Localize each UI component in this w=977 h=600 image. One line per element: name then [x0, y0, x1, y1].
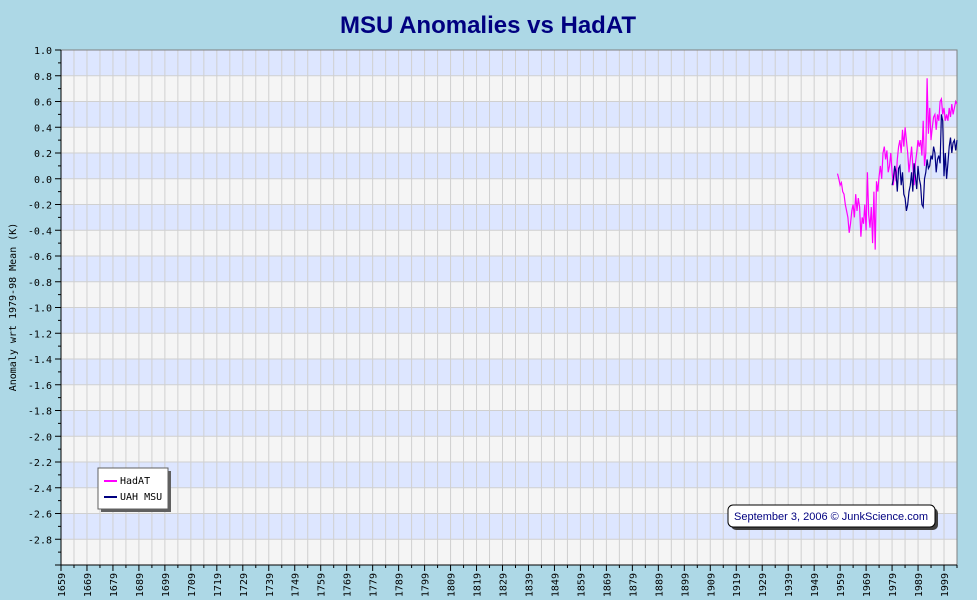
x-tick-label: 1829	[499, 573, 510, 597]
y-tick-label: -2.2	[28, 458, 52, 469]
plot-band	[61, 359, 957, 385]
plot-band	[61, 50, 957, 76]
plot-band	[61, 281, 957, 308]
y-tick-label: -1.4	[28, 355, 52, 366]
legend: HadAT UAH MSU	[97, 467, 171, 512]
x-tick-label: 1709	[187, 573, 198, 597]
series-line-hadat	[836, 78, 958, 250]
x-tick-label: 1869	[602, 573, 613, 597]
x-tick-label: 1839	[524, 573, 535, 597]
x-tick-label: 1749	[291, 573, 302, 597]
y-tick-label: -0.4	[28, 226, 52, 237]
x-tick-label: 1669	[83, 573, 94, 597]
x-tick-label: 1739	[265, 573, 276, 597]
x-tick-label: 1789	[395, 573, 406, 597]
y-tick-label: -1.2	[28, 329, 52, 340]
series-layer	[836, 78, 958, 250]
y-tick-label: 0.6	[34, 98, 52, 109]
y-axis: 1.0 0.8 0.6 0.4 0.2 0.0 -0.2 -0.4 -0.6 -0.8 -1.0 -1…	[28, 46, 62, 566]
plot-background-bands	[61, 50, 957, 565]
x-tick-label: 1689	[135, 573, 146, 597]
x-tick-label: 1769	[343, 573, 354, 597]
x-tick-label: 1959	[836, 573, 847, 597]
y-tick-label: -0.2	[28, 201, 52, 212]
y-axis-title: Anomaly wrt 1979-98 Mean (K)	[8, 223, 19, 392]
plot-band	[61, 410, 957, 437]
x-tick-label: 1929	[758, 573, 769, 597]
x-tick-label: 1879	[628, 573, 639, 597]
y-tick-label: -2.4	[28, 484, 52, 495]
plot-band	[61, 333, 957, 359]
credit-annotation: September 3, 2006 © JunkScience.com	[734, 511, 928, 523]
x-tick-label: 1969	[862, 573, 873, 597]
x-tick-label: 1719	[213, 573, 224, 597]
legend-box	[97, 467, 169, 510]
x-tick-label: 1809	[447, 573, 458, 597]
plot-band	[61, 384, 957, 411]
grid-lines	[61, 49, 957, 566]
series-line-uah-msu	[891, 114, 958, 212]
x-tick-label: 1899	[680, 573, 691, 597]
y-tick-label: 1.0	[34, 46, 52, 57]
plot-band	[61, 153, 957, 179]
y-tick-label: -2.8	[28, 535, 52, 546]
plot-band	[61, 101, 957, 128]
plot-band	[61, 462, 957, 488]
plot-band	[61, 127, 957, 153]
y-tick-label: 0.8	[34, 72, 52, 83]
legend-label-hadat: HadAT	[120, 476, 150, 487]
plot-band	[61, 230, 957, 256]
y-tick-label: -2.0	[28, 432, 52, 443]
x-axis: 1659 1669 1679 1689 1699 1709 1719 1729 1739 1749…	[57, 564, 958, 597]
x-tick-label: 1919	[732, 573, 743, 597]
x-tick-label: 1759	[317, 573, 328, 597]
plot-band	[61, 75, 957, 102]
x-tick-label: 1679	[109, 573, 120, 597]
y-tick-label: 0.0	[34, 175, 52, 186]
x-tick-label: 1939	[784, 573, 795, 597]
x-tick-label: 1659	[57, 573, 68, 597]
y-tick-label: 0.4	[34, 123, 52, 134]
y-tick-label: -1.6	[28, 381, 52, 392]
y-tick-label: -1.8	[28, 407, 52, 418]
y-tick-label: -0.6	[28, 252, 52, 263]
x-tick-label: 1699	[161, 573, 172, 597]
x-tick-label: 1819	[473, 573, 484, 597]
plot-band	[61, 256, 957, 282]
credit-box: September 3, 2006 © JunkScience.com	[727, 504, 938, 530]
plot-band	[61, 307, 957, 334]
x-tick-label: 1999	[940, 573, 951, 597]
x-tick-label: 1859	[576, 573, 587, 597]
x-tick-label: 1979	[888, 573, 899, 597]
x-tick-label: 1989	[914, 573, 925, 597]
y-tick-label: 0.2	[34, 149, 52, 160]
x-tick-label: 1949	[810, 573, 821, 597]
x-tick-label: 1849	[550, 573, 561, 597]
x-tick-label: 1889	[654, 573, 665, 597]
plot-band	[61, 539, 957, 565]
x-tick-label: 1779	[369, 573, 380, 597]
plot-band	[61, 436, 957, 462]
chart-title: MSU Anomalies vs HadAT	[340, 12, 636, 39]
y-tick-label: -2.6	[28, 510, 52, 521]
x-tick-label: 1729	[239, 573, 250, 597]
x-tick-label: 1909	[706, 573, 717, 597]
y-tick-label: -0.8	[28, 278, 52, 289]
x-tick-label: 1799	[421, 573, 432, 597]
credit-frame	[727, 504, 936, 528]
y-tick-label: -1.0	[28, 304, 52, 315]
legend-label-uah-msu: UAH MSU	[120, 492, 162, 503]
plot-band	[61, 204, 957, 231]
plot-band	[61, 178, 957, 205]
